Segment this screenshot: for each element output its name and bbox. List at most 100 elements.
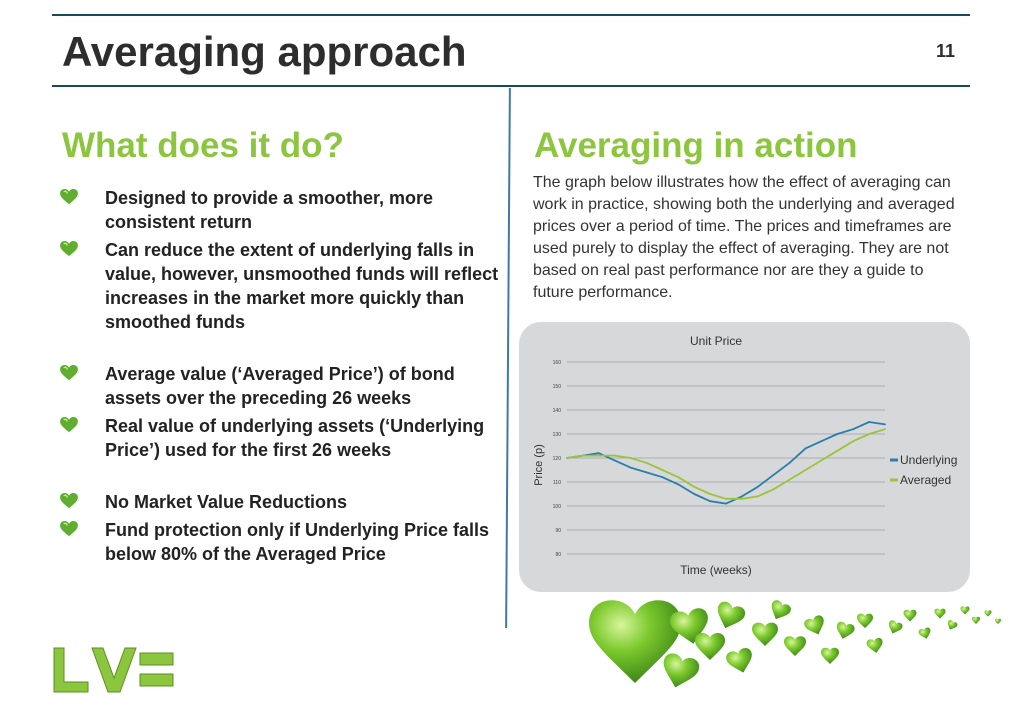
heart-icon xyxy=(784,636,806,656)
bullet-text: Average value (‘Averaged Price’) of bond… xyxy=(105,364,455,408)
bullet-text: Designed to provide a smoother, more con… xyxy=(105,188,434,232)
data-point-averaged xyxy=(852,440,855,443)
heart-icon xyxy=(903,609,917,622)
heart-icon xyxy=(802,614,828,638)
bullet-item: Average value (‘Averaged Price’) of bond… xyxy=(60,362,500,410)
data-point-averaged xyxy=(884,428,886,431)
data-point-averaged xyxy=(645,461,648,464)
bullet-text: Real value of underlying assets (‘Underl… xyxy=(105,416,485,460)
bullet-item: No Market Value Reductions xyxy=(60,490,500,514)
data-point-underlying xyxy=(741,495,743,498)
heart-icon xyxy=(833,620,856,642)
y-tick-label: 160 xyxy=(553,360,562,366)
bullet-item: Real value of underlying assets (‘Underl… xyxy=(60,414,500,462)
green-heart-icon xyxy=(60,493,78,509)
bullet-item: Fund protection only if Underlying Price… xyxy=(60,518,500,566)
data-point-averaged xyxy=(566,457,568,459)
series-line-averaged xyxy=(566,428,886,500)
x-axis-label: Time (weeks) xyxy=(680,563,752,577)
data-point-underlying xyxy=(709,500,711,503)
heart-icon xyxy=(917,626,933,641)
data-point-underlying xyxy=(836,433,839,435)
chart-legend: Underlying Averaged xyxy=(890,453,957,487)
green-heart-icon xyxy=(60,417,78,433)
chart-grid xyxy=(567,361,885,555)
data-point-underlying xyxy=(820,440,823,443)
heart-icon xyxy=(934,608,946,619)
right-column-heading: Averaging in action xyxy=(534,126,858,165)
y-tick-label: 80 xyxy=(555,552,561,558)
page-number: 11 xyxy=(936,41,956,61)
data-point-averaged xyxy=(709,493,711,495)
data-point-underlying xyxy=(725,502,727,505)
top-rule xyxy=(52,14,970,16)
title-underline-rule xyxy=(52,85,970,87)
data-point-averaged xyxy=(629,457,632,459)
data-point-averaged xyxy=(693,485,696,488)
heart-icon xyxy=(995,618,1001,624)
heart-icon xyxy=(695,633,725,660)
y-tick-label: 90 xyxy=(555,528,561,534)
heart-icon xyxy=(886,619,904,636)
data-point-underlying xyxy=(661,476,664,479)
data-point-averaged xyxy=(836,449,839,452)
data-point-averaged xyxy=(741,497,743,500)
bullet-text: No Market Value Reductions xyxy=(105,492,348,512)
chart-intro-paragraph: The graph below illustrates how the effe… xyxy=(533,174,955,301)
decorative-hearts xyxy=(589,598,1001,693)
data-point-averaged xyxy=(677,476,680,479)
bullet-text: Fund protection only if Underlying Price… xyxy=(105,520,490,564)
green-heart-icon xyxy=(60,521,78,537)
page-title: Averaging approach xyxy=(62,28,467,75)
column-divider xyxy=(505,88,511,628)
y-tick-label: 130 xyxy=(553,432,562,438)
heart-icon xyxy=(972,616,980,624)
data-point-underlying xyxy=(772,473,775,476)
data-point-averaged xyxy=(661,469,664,471)
data-point-underlying xyxy=(788,461,791,464)
bullet-item: Can reduce the extent of underlying fall… xyxy=(60,238,500,334)
legend-label: Underlying xyxy=(900,453,957,467)
left-column-heading: What does it do? xyxy=(62,126,344,165)
y-axis-ticks: 80 90 100 110 120 130 140 150 160 xyxy=(553,360,562,558)
heart-icon xyxy=(984,610,992,617)
data-point-underlying xyxy=(804,447,807,450)
data-point-underlying xyxy=(868,421,870,423)
heart-icon xyxy=(752,622,778,646)
data-point-underlying xyxy=(756,485,759,488)
y-tick-label: 120 xyxy=(553,456,562,462)
heart-icon xyxy=(821,647,839,664)
bullet-item: Designed to provide a smoother, more con… xyxy=(60,186,500,234)
y-axis-label: Price (p) xyxy=(533,444,545,486)
data-point-averaged xyxy=(788,478,791,481)
green-heart-icon xyxy=(60,365,78,381)
data-point-underlying xyxy=(613,459,616,462)
y-tick-label: 100 xyxy=(553,504,562,510)
y-tick-label: 150 xyxy=(553,384,562,390)
heart-icon xyxy=(857,613,873,628)
data-point-underlying xyxy=(677,483,680,486)
heart-icon xyxy=(960,606,970,615)
data-point-underlying xyxy=(852,428,855,431)
heart-icon xyxy=(657,651,702,693)
legend-label: Averaged xyxy=(900,473,951,487)
heart-icon xyxy=(866,637,885,655)
data-point-underlying xyxy=(884,423,886,426)
y-tick-label: 110 xyxy=(553,480,561,486)
data-point-underlying xyxy=(693,493,696,495)
bullet-list: Designed to provide a smoother, more con… xyxy=(60,186,500,570)
data-point-underlying xyxy=(645,471,648,474)
lv-logo xyxy=(53,647,174,693)
data-point-averaged xyxy=(582,454,584,457)
data-point-averaged xyxy=(868,433,870,435)
data-point-averaged xyxy=(613,454,616,457)
green-heart-icon xyxy=(60,241,78,257)
unit-price-chart: Unit Price 80 90 100 110 120 130 140 150 160 Pri… xyxy=(533,334,957,577)
heart-icon xyxy=(712,599,747,633)
bullet-text: Can reduce the extent of underlying fall… xyxy=(105,240,499,332)
data-point-averaged xyxy=(820,459,823,462)
data-point-averaged xyxy=(772,488,775,491)
data-point-underlying xyxy=(597,452,600,455)
data-point-averaged xyxy=(804,469,807,471)
heart-icon xyxy=(724,646,756,676)
